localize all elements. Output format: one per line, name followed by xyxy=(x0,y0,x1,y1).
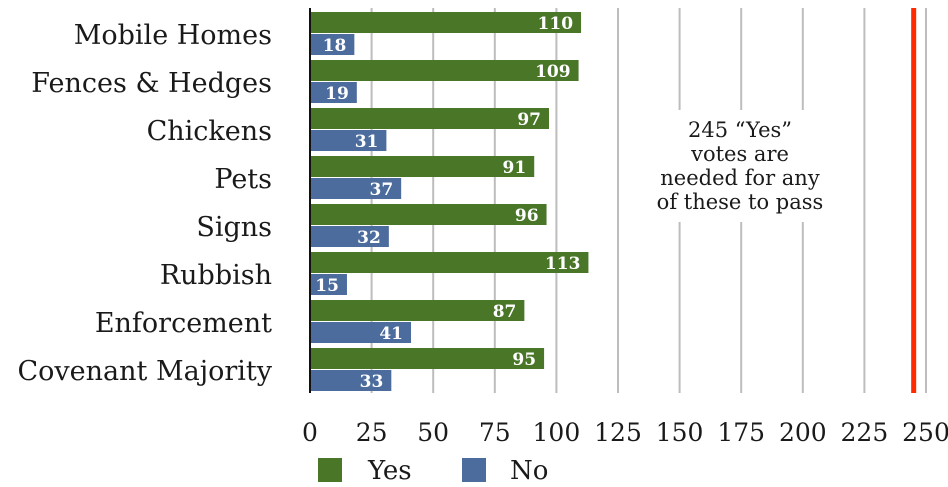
bar-value-label: 18 xyxy=(323,36,347,56)
annotation-line: of these to pass xyxy=(657,190,824,214)
x-tick-label: 125 xyxy=(594,418,642,447)
bar-value-label: 41 xyxy=(379,324,403,344)
x-tick-labels: 0 25 50 75 100 125 150 175 200 225 250 xyxy=(302,418,948,447)
bar-no xyxy=(310,322,412,343)
bar-value-label: 113 xyxy=(545,254,581,274)
bar-value-label: 32 xyxy=(357,228,381,248)
legend-swatch-no xyxy=(462,458,486,482)
x-tick-label: 200 xyxy=(779,418,827,447)
annotation-background xyxy=(628,110,848,222)
legend-swatch-yes xyxy=(318,458,342,482)
threshold-annotation: 245 “Yes” votes are needed for any of these… xyxy=(628,110,848,222)
x-tick-label: 175 xyxy=(717,418,765,447)
bar-no xyxy=(310,34,355,55)
legend: Yes No xyxy=(318,456,548,486)
bar-value-label: 110 xyxy=(538,14,574,34)
category-label: Signs xyxy=(196,212,272,243)
bar-no xyxy=(310,130,387,151)
bar-no xyxy=(310,226,389,247)
category-label: Fences & Hedges xyxy=(31,68,272,99)
bar-no xyxy=(310,370,392,391)
bar-value-label: 91 xyxy=(503,158,527,178)
bar-yes xyxy=(310,252,589,273)
category-label: Enforcement xyxy=(95,308,272,339)
category-labels: Mobile Homes Fences & Hedges Chickens Pets S… xyxy=(18,20,273,387)
annotation-line: needed for any xyxy=(660,166,820,190)
bars: 110 18 109 19 97 31 91 37 96 32 113 15 87 41 95 33 xyxy=(310,12,589,392)
bar-value-label: 109 xyxy=(535,62,571,82)
bar-yes xyxy=(310,300,525,321)
bar-value-label: 87 xyxy=(493,302,517,322)
bar-value-label: 31 xyxy=(355,132,379,152)
annotation-line: votes are xyxy=(690,142,789,166)
legend-label-no: No xyxy=(510,456,548,486)
annotation-text: 245 “Yes” votes are needed for any of these… xyxy=(657,118,824,214)
bar-yes xyxy=(310,348,545,369)
bar-value-label: 37 xyxy=(369,180,393,200)
x-tick-label: 50 xyxy=(417,418,449,447)
bar-yes xyxy=(310,156,535,177)
x-tick-label: 225 xyxy=(841,418,889,447)
x-tick-label: 0 xyxy=(302,418,318,447)
bar-no xyxy=(310,274,347,295)
x-tick-label: 100 xyxy=(533,418,581,447)
category-label: Chickens xyxy=(147,116,272,147)
bar-value-label: 95 xyxy=(512,350,536,370)
category-label: Rubbish xyxy=(160,260,272,291)
bar-value-label: 96 xyxy=(515,206,539,226)
x-tick-label: 25 xyxy=(356,418,388,447)
bar-yes xyxy=(310,108,550,129)
bar-value-label: 19 xyxy=(325,84,349,104)
bar-yes xyxy=(310,60,579,81)
legend-label-yes: Yes xyxy=(367,456,412,486)
bar-value-label: 33 xyxy=(360,372,384,392)
bar-no xyxy=(310,178,402,199)
category-label: Mobile Homes xyxy=(74,20,272,51)
bar-value-label: 15 xyxy=(315,276,339,296)
category-label: Pets xyxy=(214,164,272,195)
bar-yes xyxy=(310,12,582,33)
annotation-line: 245 “Yes” xyxy=(688,118,792,142)
category-label: Covenant Majority xyxy=(18,356,273,387)
x-tick-label: 75 xyxy=(479,418,511,447)
bar-value-label: 97 xyxy=(517,110,541,130)
x-tick-label: 250 xyxy=(902,418,948,447)
bar-no xyxy=(310,82,357,103)
x-tick-label: 150 xyxy=(656,418,704,447)
bar-yes xyxy=(310,204,547,225)
